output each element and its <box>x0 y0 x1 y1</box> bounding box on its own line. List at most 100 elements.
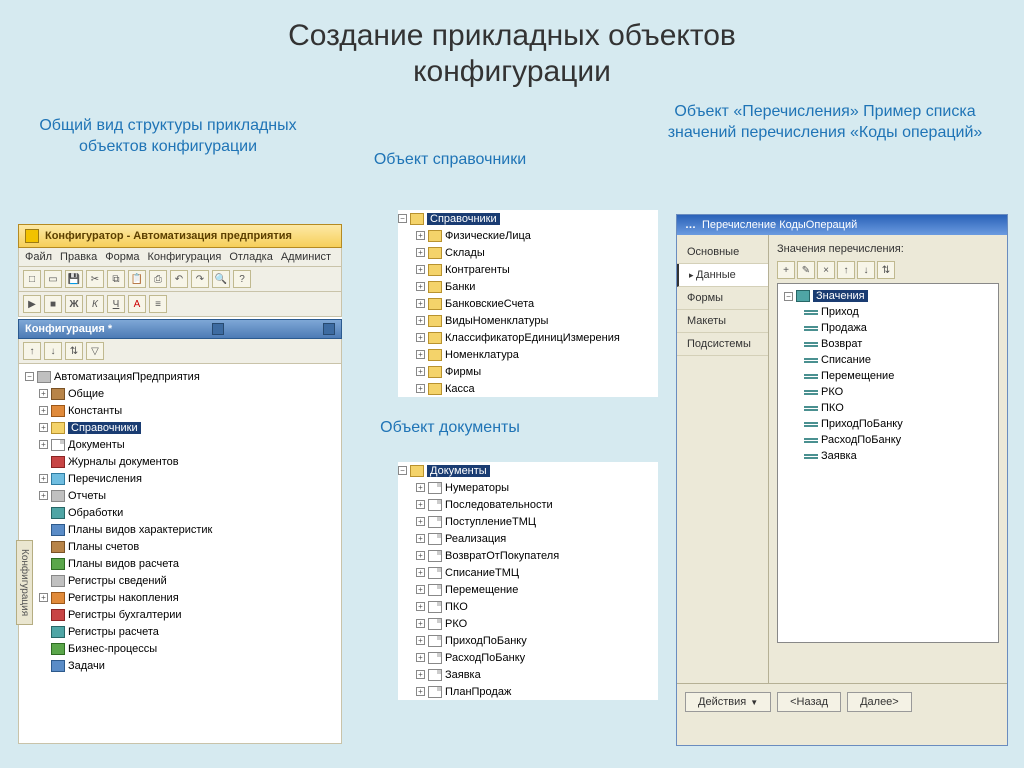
expand-icon[interactable]: + <box>416 299 425 308</box>
expand-icon[interactable]: + <box>416 687 425 696</box>
list-item[interactable]: Списание <box>782 352 994 368</box>
tree-item[interactable]: + Документы <box>23 436 339 453</box>
list-item[interactable]: Приход <box>782 304 994 320</box>
tree-toolbar[interactable]: ↑ ↓ ⇅ ▽ <box>18 339 342 364</box>
expand-icon[interactable]: + <box>416 653 425 662</box>
tree-item[interactable]: + РасходПоБанку <box>398 649 658 666</box>
tree-item[interactable]: Планы видов расчета <box>23 555 339 572</box>
tree-item[interactable]: + Реализация <box>398 530 658 547</box>
list-item[interactable]: ПКО <box>782 400 994 416</box>
list-root[interactable]: − Значения <box>782 288 994 304</box>
expand-icon[interactable]: + <box>416 316 425 325</box>
expand-icon[interactable]: + <box>416 483 425 492</box>
panel-close-icon[interactable] <box>323 323 335 335</box>
expand-icon[interactable]: + <box>416 231 425 240</box>
expand-icon[interactable]: + <box>39 423 48 432</box>
tree-item[interactable]: + Константы <box>23 402 339 419</box>
next-button[interactable]: Далее> <box>847 692 912 712</box>
menu-item[interactable]: Файл <box>25 251 52 263</box>
menu-item[interactable]: Админист <box>281 251 331 263</box>
expand-icon[interactable]: + <box>416 636 425 645</box>
tool-underline-icon[interactable]: Ч <box>107 295 125 313</box>
tree-item[interactable]: + Заявка <box>398 666 658 683</box>
expand-icon[interactable]: + <box>416 568 425 577</box>
tree-item[interactable]: + Номенклатура <box>398 346 658 363</box>
expand-icon[interactable]: − <box>25 372 34 381</box>
tree-item[interactable]: + Касса <box>398 380 658 397</box>
delete-icon[interactable]: × <box>817 261 835 279</box>
tool-save-icon[interactable]: 💾 <box>65 270 83 288</box>
expand-icon[interactable]: − <box>784 292 793 301</box>
tree-item[interactable]: Бизнес-процессы <box>23 640 339 657</box>
down-icon[interactable]: ↓ <box>857 261 875 279</box>
tree-item[interactable]: + Перемещение <box>398 581 658 598</box>
tree-filter-icon[interactable]: ▽ <box>86 342 104 360</box>
tree-item[interactable]: + БанковскиеСчета <box>398 295 658 312</box>
tool-align-icon[interactable]: ≡ <box>149 295 167 313</box>
tree-item[interactable]: + ПриходПоБанку <box>398 632 658 649</box>
expand-icon[interactable]: + <box>416 248 425 257</box>
tree-item[interactable]: + КлассификаторЕдиницИзмерения <box>398 329 658 346</box>
expand-icon[interactable]: + <box>416 619 425 628</box>
menu-bar[interactable]: ФайлПравкаФормаКонфигурацияОтладкаАдмини… <box>18 248 342 267</box>
tree-item[interactable]: + Справочники <box>23 419 339 436</box>
config-tree[interactable]: − АвтоматизацияПредприятия + Общие + Кон… <box>18 364 342 744</box>
tool-open-icon[interactable]: ▭ <box>44 270 62 288</box>
expand-icon[interactable]: + <box>416 367 425 376</box>
expand-icon[interactable]: + <box>416 517 425 526</box>
tool-print-icon[interactable]: ⎙ <box>149 270 167 288</box>
expand-icon[interactable]: + <box>416 500 425 509</box>
expand-icon[interactable]: + <box>416 350 425 359</box>
expand-icon[interactable]: + <box>39 593 48 602</box>
tree-item[interactable]: + Последовательности <box>398 496 658 513</box>
up-icon[interactable]: ↑ <box>837 261 855 279</box>
tree-item[interactable]: Регистры расчета <box>23 623 339 640</box>
expand-icon[interactable]: + <box>416 602 425 611</box>
tree-item[interactable]: + ВидыНоменклатуры <box>398 312 658 329</box>
edit-icon[interactable]: ✎ <box>797 261 815 279</box>
list-item[interactable]: ПриходПоБанку <box>782 416 994 432</box>
tree-sort-icon[interactable]: ⇅ <box>65 342 83 360</box>
menu-item[interactable]: Правка <box>60 251 97 263</box>
tree-item[interactable]: + Банки <box>398 278 658 295</box>
menu-item[interactable]: Отладка <box>229 251 272 263</box>
tree-item[interactable]: + ФизическиеЛица <box>398 227 658 244</box>
tree-item[interactable]: + РКО <box>398 615 658 632</box>
expand-icon[interactable]: − <box>398 466 407 475</box>
tab-подсистемы[interactable]: Подсистемы <box>677 333 768 356</box>
tree-item[interactable]: Регистры сведений <box>23 572 339 589</box>
tree-item[interactable]: + Отчеты <box>23 487 339 504</box>
tree-item[interactable]: Журналы документов <box>23 453 339 470</box>
tab-данные[interactable]: Данные <box>677 264 768 287</box>
tree-item[interactable]: + ВозвратОтПокупателя <box>398 547 658 564</box>
expand-icon[interactable]: + <box>416 333 425 342</box>
tool-new-icon[interactable]: □ <box>23 270 41 288</box>
tree-item[interactable]: Обработки <box>23 504 339 521</box>
tree-item[interactable]: Задачи <box>23 657 339 674</box>
expand-icon[interactable]: + <box>416 282 425 291</box>
sidebar-tab[interactable]: Конфигурация <box>16 540 33 625</box>
list-toolbar[interactable]: + ✎ × ↑ ↓ ⇅ <box>777 261 999 279</box>
tool-help-icon[interactable]: ? <box>233 270 251 288</box>
expand-icon[interactable]: + <box>416 384 425 393</box>
values-list[interactable]: − Значения Приход Продажа Возврат Списан… <box>777 283 999 643</box>
tool-color-icon[interactable]: А <box>128 295 146 313</box>
expand-icon[interactable]: + <box>416 551 425 560</box>
tree-item[interactable]: + Нумераторы <box>398 479 658 496</box>
tab-основные[interactable]: Основные <box>677 241 768 264</box>
menu-item[interactable]: Форма <box>105 251 139 263</box>
list-item[interactable]: Заявка <box>782 448 994 464</box>
toolbar-1[interactable]: □ ▭ 💾 ✂ ⧉ 📋 ⎙ ↶ ↷ 🔍 ? <box>18 267 342 292</box>
toolbar-2[interactable]: ▶ ■ Ж К Ч А ≡ <box>18 292 342 317</box>
tree-root[interactable]: − Документы <box>398 462 658 479</box>
expand-icon[interactable]: − <box>398 214 407 223</box>
tab-формы[interactable]: Формы <box>677 287 768 310</box>
panel-min-icon[interactable] <box>212 323 224 335</box>
tree-item[interactable]: Регистры бухгалтерии <box>23 606 339 623</box>
tree-up-icon[interactable]: ↑ <box>23 342 41 360</box>
expand-icon[interactable]: + <box>39 474 48 483</box>
tool-cut-icon[interactable]: ✂ <box>86 270 104 288</box>
actions-button[interactable]: Действия▼ <box>685 692 771 712</box>
tool-undo-icon[interactable]: ↶ <box>170 270 188 288</box>
tree-root[interactable]: − АвтоматизацияПредприятия <box>23 368 339 385</box>
